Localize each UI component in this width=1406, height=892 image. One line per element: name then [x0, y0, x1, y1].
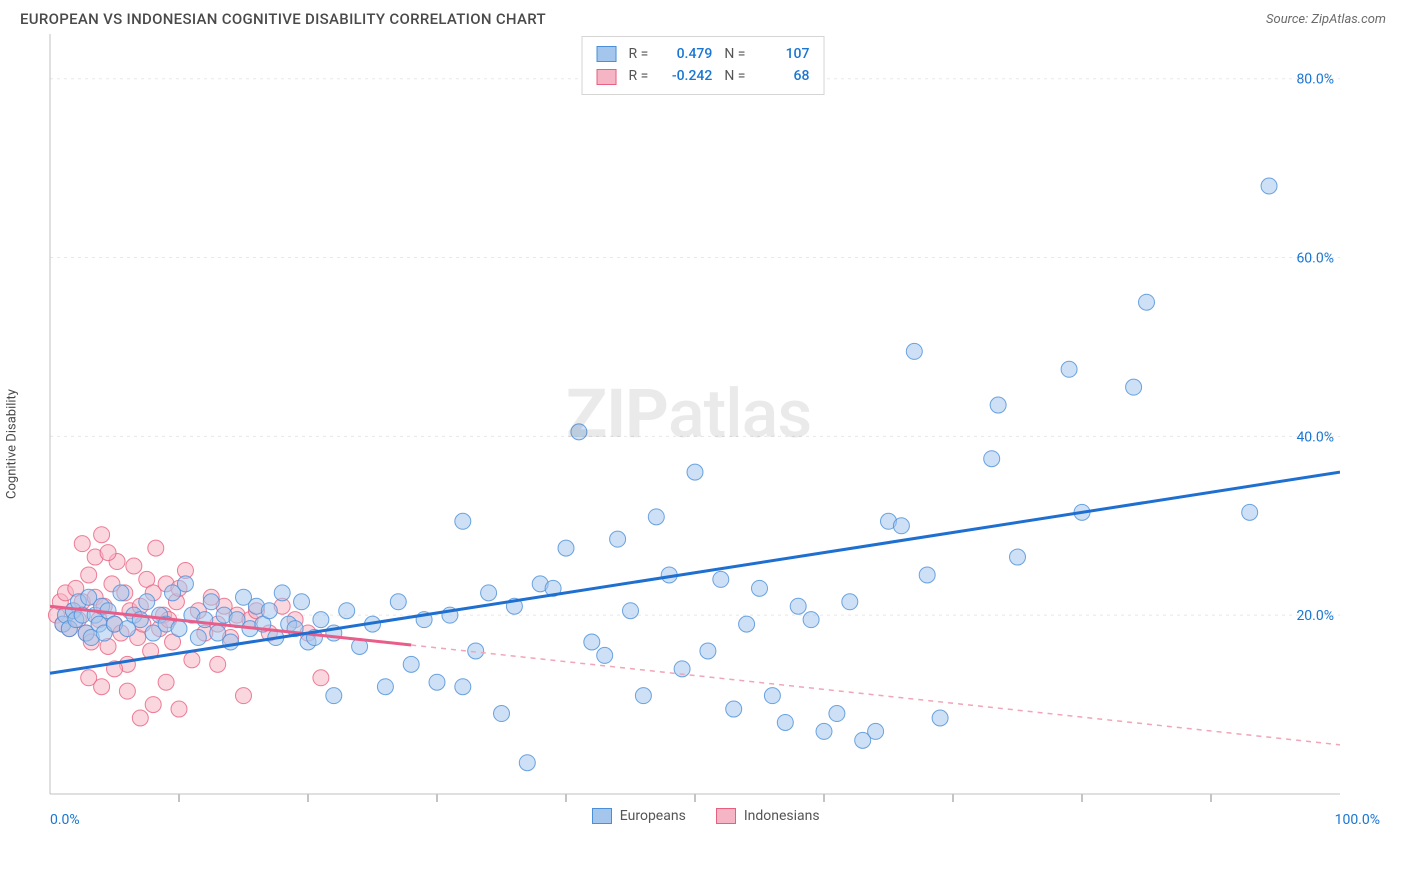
svg-text:20.0%: 20.0% — [1296, 608, 1334, 624]
stats-legend: R = 0.479 N = 107 R = -0.242 N = 68 — [582, 36, 825, 95]
svg-text:60.0%: 60.0% — [1296, 251, 1334, 267]
r-value-indonesians: -0.242 — [660, 65, 712, 87]
scatter-chart: 20.0% 40.0% 60.0% 80.0% — [20, 34, 1340, 854]
svg-text:40.0%: 40.0% — [1296, 429, 1334, 445]
n-value-europeans: 107 — [757, 43, 809, 65]
legend-item-indonesians: Indonesians — [716, 808, 820, 824]
chart-title: EUROPEAN VS INDONESIAN COGNITIVE DISABIL… — [20, 10, 546, 28]
chart-header: EUROPEAN VS INDONESIAN COGNITIVE DISABIL… — [0, 0, 1406, 34]
svg-text:80.0%: 80.0% — [1296, 72, 1334, 88]
stats-row-europeans: R = 0.479 N = 107 — [597, 43, 810, 65]
n-label: N = — [724, 43, 745, 65]
series-legend: Europeans Indonesians — [592, 808, 820, 824]
swatch-indonesians — [597, 69, 617, 85]
x-axis-min-label: 0.0% — [50, 812, 80, 828]
legend-label-europeans: Europeans — [620, 808, 686, 824]
r-value-europeans: 0.479 — [660, 43, 712, 65]
stats-row-indonesians: R = -0.242 N = 68 — [597, 65, 810, 87]
swatch-europeans — [592, 808, 612, 824]
y-axis-label: Cognitive Disability — [5, 389, 20, 499]
legend-item-europeans: Europeans — [592, 808, 686, 824]
legend-label-indonesians: Indonesians — [744, 808, 820, 824]
n-value-indonesians: 68 — [757, 65, 809, 87]
r-label: R = — [629, 43, 649, 65]
swatch-europeans — [597, 46, 617, 62]
r-label: R = — [629, 65, 649, 87]
x-axis-max-label: 100.0% — [1335, 812, 1380, 828]
chart-source: Source: ZipAtlas.com — [1266, 12, 1386, 27]
chart-container: Cognitive Disability 20.0%40.0%60.0%80.0… — [20, 34, 1386, 854]
swatch-indonesians — [716, 808, 736, 824]
n-label: N = — [724, 65, 745, 87]
